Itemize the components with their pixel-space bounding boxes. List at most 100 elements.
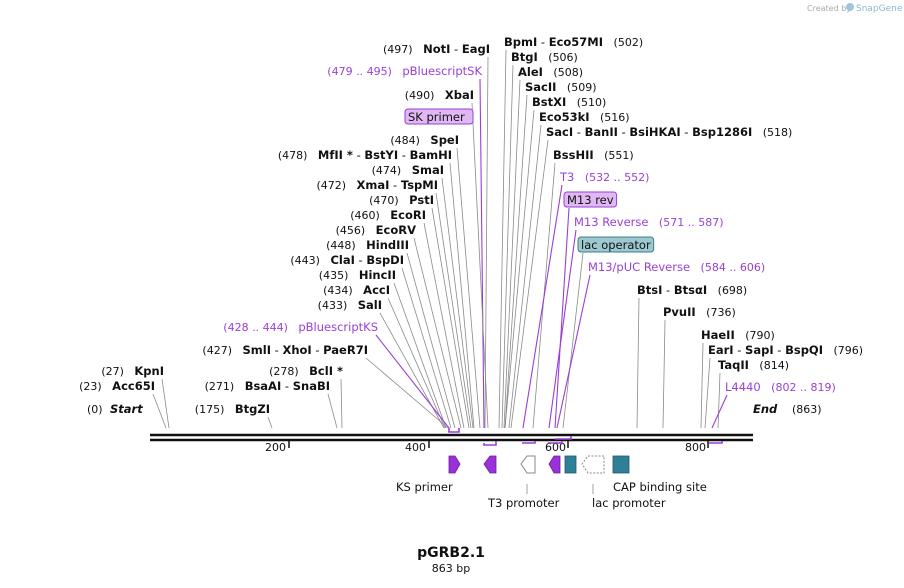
m13-rev-primer-arrow-icon[interactable] <box>549 456 560 473</box>
site-label-aleI[interactable]: AleI (508) <box>518 65 583 79</box>
connector-ecoRV <box>414 238 461 428</box>
site-label-m13rev[interactable]: M13 rev <box>567 193 614 207</box>
ks-primer-label: KS primer <box>396 480 453 494</box>
ks-primer-arrow-icon[interactable] <box>449 456 460 473</box>
connector-haeII <box>701 343 703 428</box>
site-label-pbluescriptsk[interactable]: (479 .. 495) pBluescriptSK <box>327 64 482 78</box>
site-label-btgI[interactable]: BtgI (506) <box>511 50 578 64</box>
connector-sacII <box>505 95 527 428</box>
site-label-sacII[interactable]: SacII (509) <box>525 80 597 94</box>
connector-earI <box>705 358 710 428</box>
end-label: End <box>753 402 778 416</box>
site-label-acc65I[interactable]: (23) Acc65I <box>79 379 155 393</box>
t3-promoter-label: T3 promoter <box>487 496 560 510</box>
bracket-pbluescriptks <box>449 428 459 432</box>
site-label-taqII[interactable]: TaqII (814) <box>718 358 789 372</box>
bracket-l4440 <box>709 441 722 443</box>
site-label-xbaI[interactable]: (490) XbaI <box>405 88 474 102</box>
snapgene-logo-icon <box>846 3 854 11</box>
connector-m13reverse <box>549 230 576 428</box>
site-label-mfeI[interactable]: (478) MfII * - BstYI - BamHI <box>278 148 452 162</box>
site-label-btsI[interactable]: BtsI - BtsαI (698) <box>637 283 747 297</box>
connector-acc65I <box>153 394 166 428</box>
connector-smaI <box>442 178 473 428</box>
site-label-kpnI[interactable]: (27) KpnI <box>101 364 164 378</box>
site-label-m13reverse[interactable]: M13 Reverse (571 .. 587) <box>574 215 724 229</box>
site-label-pvuII[interactable]: PvuII (736) <box>663 305 736 319</box>
connector-claI <box>402 268 451 428</box>
tick-label-400: 400 <box>405 441 426 454</box>
bracket-m13puc <box>555 436 571 439</box>
sk-primer-label: SK primer <box>408 110 465 124</box>
site-label-notI[interactable]: (497) NotI - EagI <box>383 42 490 56</box>
site-label-bclI[interactable]: (278) BclI * <box>269 364 343 378</box>
connector-m13puc <box>557 275 590 428</box>
site-label-m13puc[interactable]: M13/pUC Reverse (584 .. 606) <box>588 260 765 274</box>
sk-primer-arrow-icon[interactable] <box>484 456 496 473</box>
connector-salI <box>380 313 444 428</box>
site-label-pstI[interactable]: (470) PstI <box>369 193 434 207</box>
connector-l4440 <box>712 395 727 428</box>
site-label-salI[interactable]: (433) SalI <box>318 298 382 312</box>
site-label-ecoRI[interactable]: (460) EcoRI <box>350 208 426 222</box>
connector-pbluescriptsk <box>480 79 484 428</box>
start-position: (0) <box>87 403 103 416</box>
plasmid-name: pGRB2.1 <box>417 545 485 561</box>
site-label-smaI[interactable]: (474) SmaI <box>372 163 444 177</box>
connector-btgZI <box>268 417 272 428</box>
connector-btsI <box>637 298 639 428</box>
site-label-sacI[interactable]: SacI - BanII - BsiHKAI - Bsp1286I (518) <box>546 125 792 139</box>
t3-promoter-arrow-icon[interactable] <box>521 456 535 473</box>
site-label-bssHII[interactable]: BssHII (551) <box>553 148 634 162</box>
plasmid-map: Created by SnapGene 200 400 600 800 (0) … <box>0 0 904 584</box>
connector-bstXI <box>505 110 534 428</box>
bracket-t3 <box>522 441 535 443</box>
site-label-lacop[interactable]: lac operator <box>581 238 651 252</box>
end-position: (863) <box>792 403 822 416</box>
site-label-eco53kI[interactable]: Eco53kI (516) <box>539 110 630 124</box>
site-label-bpmI[interactable]: BpmI - Eco57MI (502) <box>504 35 643 49</box>
site-label-hindIII[interactable]: (448) HindIII <box>326 238 409 252</box>
tick-label-200: 200 <box>265 441 286 454</box>
site-label-accI[interactable]: (434) AccI <box>323 283 390 297</box>
connector-hincII <box>394 283 446 428</box>
connector-lacop <box>563 253 583 428</box>
lac-promoter-arrow-icon[interactable] <box>582 456 604 473</box>
site-label-speI[interactable]: (484) SpeI <box>390 133 459 147</box>
lac-operator-box-icon[interactable] <box>565 456 576 473</box>
connector-taqII <box>718 373 720 428</box>
site-label-bstXI[interactable]: BstXI (510) <box>532 95 606 109</box>
connector-bclI <box>341 379 342 428</box>
site-label-pbluescriptks[interactable]: (428 .. 444) pBluescriptKS <box>223 320 378 334</box>
site-labels: (497) NotI - EagI (479 .. 495) pBluescrip… <box>79 35 863 416</box>
site-label-t3[interactable]: T3 (532 .. 552) <box>559 170 649 184</box>
site-label-earI[interactable]: EarI - SapI - BspQI (796) <box>708 343 863 357</box>
feature-brackets <box>449 428 722 445</box>
cap-binding-site-label: CAP binding site <box>613 480 707 494</box>
site-label-ecoRV[interactable]: (456) EcoRV <box>336 223 417 237</box>
tick-label-800: 800 <box>685 441 706 454</box>
plasmid-length: 863 bp <box>432 562 470 575</box>
connector-pbluescriptks <box>376 335 449 428</box>
site-label-smlI[interactable]: (427) SmlI - XhoI - PaeR7I <box>202 343 368 357</box>
connector-accI <box>388 298 445 428</box>
connector-eco53kI <box>509 125 541 428</box>
site-label-hincII[interactable]: (435) HincII <box>319 268 396 282</box>
lac-promoter-label: lac promoter <box>592 496 666 510</box>
connector-smlI <box>366 358 448 428</box>
connector-xbaI <box>472 103 488 428</box>
start-label: Start <box>110 402 143 416</box>
watermark-created-by: Created by <box>807 4 851 13</box>
site-label-haeII[interactable]: HaeII (790) <box>701 328 775 342</box>
site-label-xmaI[interactable]: (472) XmaI - TspMI <box>316 178 438 192</box>
site-label-l4440[interactable]: L4440 (802 .. 819) <box>725 380 836 394</box>
connector-t3 <box>523 185 562 428</box>
site-label-bsaAI[interactable]: (271) BsaAI - SnaBI <box>205 379 330 393</box>
site-label-btgZI[interactable]: (175) BtgZI <box>195 402 270 416</box>
connector-bpmI <box>499 50 506 428</box>
connector-pstI <box>432 208 469 428</box>
connector-btgI <box>502 65 513 428</box>
bracket-pbluescriptsk <box>484 441 496 445</box>
site-label-claI[interactable]: (443) ClaI - BspDI <box>290 253 404 267</box>
cap-binding-site-box-icon[interactable] <box>613 456 629 473</box>
